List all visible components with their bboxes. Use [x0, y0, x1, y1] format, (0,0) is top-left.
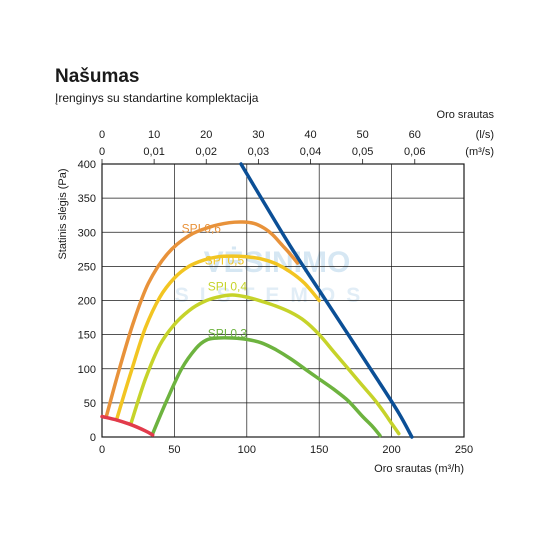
y-tick-label: 250 [78, 261, 96, 273]
grid: 0 50 100 150 200 2500501001502002503003504000… [78, 129, 474, 456]
y-tick-label: 200 [78, 296, 96, 308]
top-axis-m3s-label: 0,02 [196, 146, 217, 158]
y-tick-label: 300 [78, 227, 96, 239]
top-axis-title: Oro srautas [437, 109, 495, 121]
top-axis-m3s-label: 0,01 [143, 146, 164, 158]
series-spi-0-4-line [129, 293, 401, 436]
top-axis-unit-ls: (l/s) [476, 129, 494, 141]
curve-label-spi-0-3: SPI 0,3 [208, 326, 248, 340]
x-tick-label: 200 [382, 444, 400, 456]
chart-subtitle: Įrenginys su standartine komplektacija [55, 91, 259, 105]
curve-label-spi-0-4: SPI 0,4 [208, 279, 248, 293]
series-min-line-line [100, 414, 155, 437]
y-tick-label: 0 [90, 432, 96, 444]
y-tick-label: 350 [78, 193, 96, 205]
series-spi-0-3-line [150, 336, 382, 438]
top-axis-unit-m3s: (m³/s) [465, 146, 494, 158]
watermark-line2: SISTEMOS [175, 284, 372, 307]
y-tick-label: 100 [78, 364, 96, 376]
series-spi-0-5-line [114, 254, 321, 422]
top-axis-ls-label: 10 [148, 129, 160, 141]
x-tick-label: 0 [99, 444, 105, 456]
top-axis-m3s-label: 0,05 [352, 146, 373, 158]
top-axis-ls-label: 50 [357, 129, 369, 141]
top-axis-m3s-label: 0,03 [248, 146, 269, 158]
x-tick-label: 50 [168, 444, 180, 456]
y-axis-title: Statinis slėgis (Pa) [57, 168, 69, 259]
x-tick-label: 150 [310, 444, 328, 456]
top-axis-ls-label: 0 [99, 129, 105, 141]
x-tick-label: 250 [455, 444, 473, 456]
y-tick-label: 400 [78, 159, 96, 171]
series-layer: SPI 0,6 SPI 0,5 SPI 0,4 SPI 0,3 [100, 162, 414, 439]
top-axis-m3s-label: 0,06 [404, 146, 425, 158]
top-axis-ls-label: 60 [409, 129, 421, 141]
chart-title: Našumas [55, 66, 140, 87]
series-spi-0-6-line [104, 220, 300, 419]
top-axis-m3s-label: 0 [99, 146, 105, 158]
watermark: VĖSINIMO SISTEMOS [175, 246, 372, 307]
y-tick-label: 50 [84, 398, 96, 410]
top-axis-ls-label: 30 [252, 129, 264, 141]
x-tick-label: 100 [238, 444, 256, 456]
top-axis-ls-label: 40 [304, 129, 316, 141]
top-axis-ls-label: 20 [200, 129, 212, 141]
curve-label-spi-0-6: SPI 0,6 [182, 221, 222, 235]
curve-label-spi-0-5: SPI 0,5 [205, 253, 245, 267]
x-axis-title: Oro srautas (m³/h) [374, 463, 464, 475]
series-fan-curve-line [239, 162, 414, 439]
y-tick-label: 150 [78, 330, 96, 342]
labels-layer: Oro srautas (m³/h) Statinis slėgis (Pa) … [57, 109, 494, 475]
top-axis-m3s-label: 0,04 [300, 146, 321, 158]
